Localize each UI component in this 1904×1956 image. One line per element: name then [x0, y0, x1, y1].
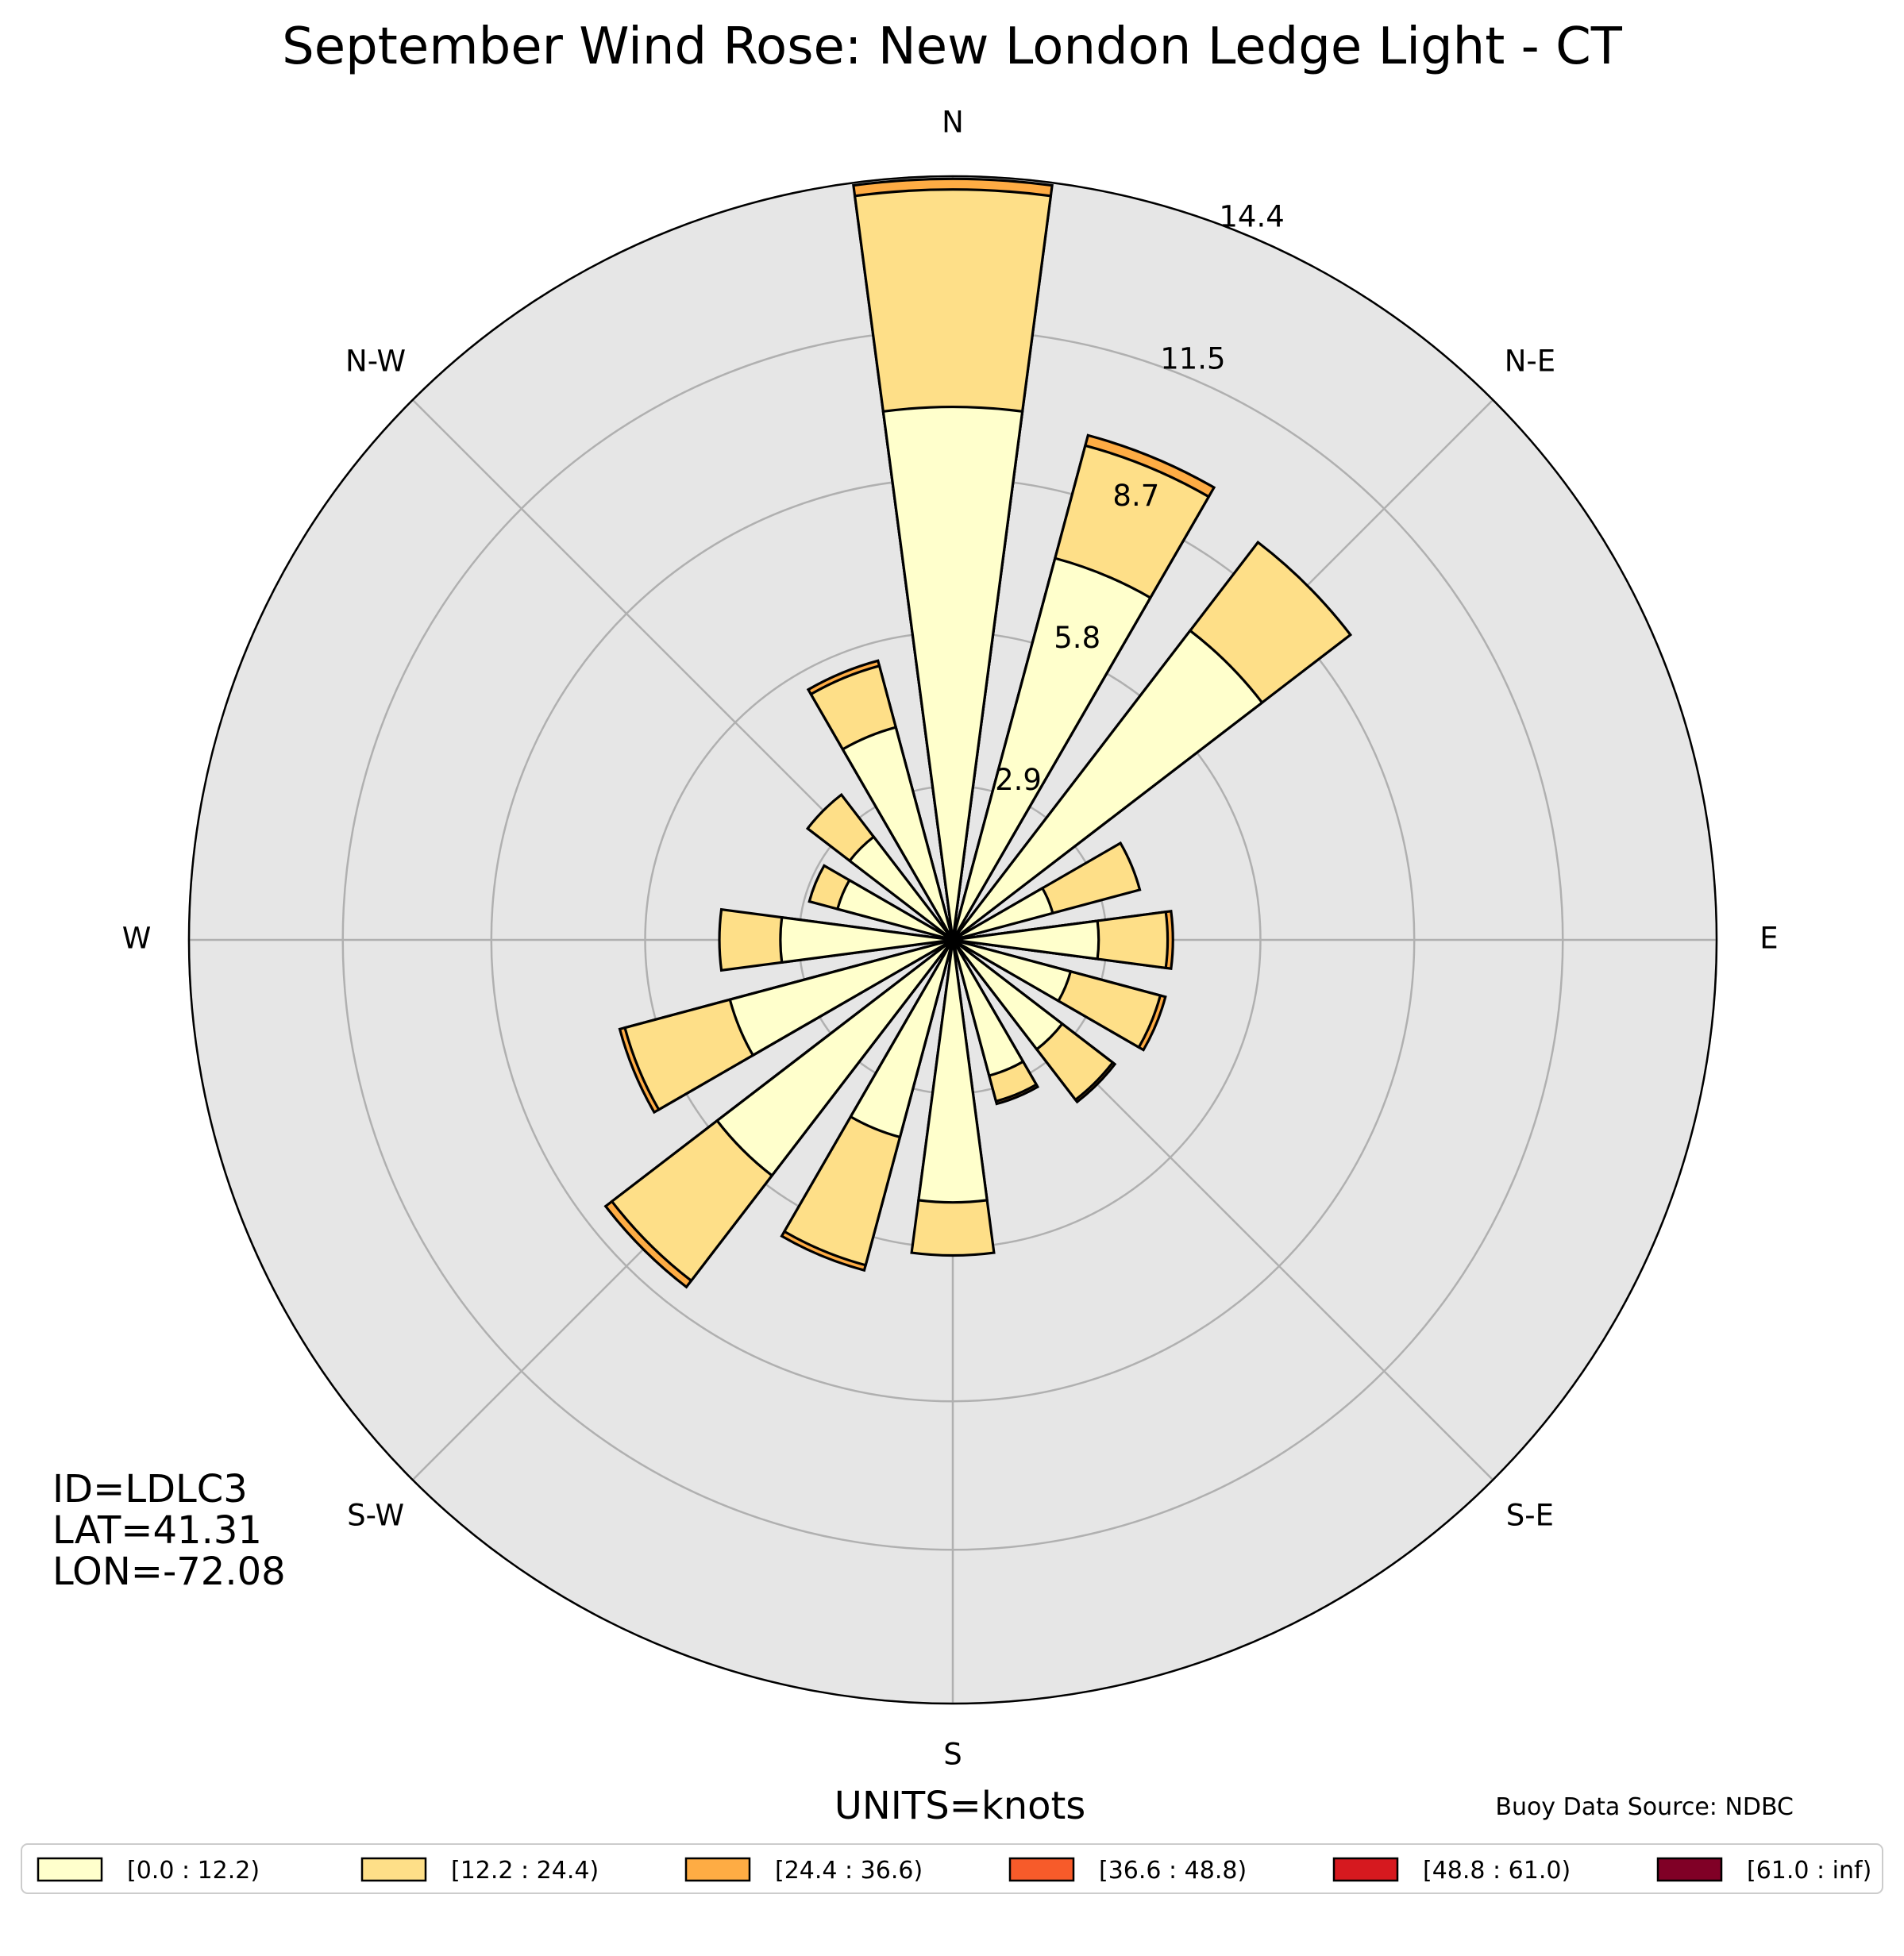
ring-label-2: 8.7	[1112, 479, 1159, 513]
station-lon: LON=-72.08	[52, 1550, 286, 1594]
ring-labels: 2.9 5.8 8.7 11.5 14.4	[995, 199, 1285, 797]
bar-dir-225-bin-0	[715, 938, 954, 1178]
legend-label-1: [12.2 : 24.4)	[451, 1857, 599, 1885]
ring-label-3: 11.5	[1160, 341, 1225, 375]
ring-label-4: 14.4	[1219, 199, 1284, 233]
bar-dir-112.5-bin-0	[952, 938, 1073, 1003]
legend-label-5: [61.0 : inf)	[1747, 1857, 1871, 1885]
bar-dir-135-bin-0	[951, 938, 1065, 1052]
legend-label-4: [48.8 : 61.0)	[1423, 1857, 1571, 1885]
legend: [0.0 : 12.2) [12.2 : 24.4) [24.4 : 36.6) [3…	[37, 1857, 1871, 1885]
legend-swatch-3	[1008, 1857, 1075, 1882]
station-id: ID=LDLC3	[52, 1467, 248, 1511]
direction-label-s: S	[943, 1738, 962, 1772]
bar-dir-90-bin-0	[952, 919, 1100, 961]
bar-dir-315-bin-0	[847, 834, 954, 941]
chart-title: September Wind Rose: New London Ledge Li…	[282, 17, 1623, 76]
direction-labels: N N-E E S-E S S-W W N-W	[122, 106, 1779, 1772]
direction-label-e: E	[1759, 922, 1778, 956]
legend-swatch-2	[684, 1857, 751, 1882]
bar-dir-157.5-bin-0	[951, 939, 1025, 1077]
direction-label-w: W	[122, 922, 152, 956]
wind-rose-bars	[603, 177, 1353, 1289]
legend-swatch-4	[1332, 1857, 1399, 1882]
bar-dir-247.5-bin-0	[728, 938, 954, 1057]
ring-label-1: 5.8	[1054, 621, 1100, 655]
legend-swatch-5	[1656, 1857, 1723, 1882]
direction-label-n: N	[942, 106, 964, 140]
bar-dir-22.5-bin-0	[951, 556, 1153, 941]
bar-dir-337.5-bin-0	[841, 726, 954, 941]
direction-label-s-w: S-W	[347, 1498, 404, 1532]
bar-dir-45-bin-0	[951, 629, 1264, 941]
direction-label-n-w: N-W	[345, 345, 406, 379]
station-lat: LAT=41.31	[52, 1508, 262, 1553]
legend-label-3: [36.6 : 48.8)	[1099, 1857, 1247, 1885]
polar-outline	[187, 175, 1718, 1705]
legend-swatch-1	[360, 1857, 427, 1882]
units-label: UNITS=knots	[834, 1784, 1086, 1828]
bar-dir-202.5-bin-0	[849, 939, 954, 1139]
direction-label-s-e: S-E	[1506, 1498, 1554, 1532]
bar-dir-180-bin-0	[917, 939, 989, 1204]
legend-frame	[21, 1843, 1883, 1894]
data-source-label: Buoy Data Source: NDBC	[1495, 1793, 1794, 1821]
legend-swatch-0	[37, 1857, 103, 1882]
bar-dir-0-bin-0	[881, 406, 1024, 941]
bar-dir-67.5-bin-0	[952, 886, 1054, 941]
bar-dir-292.5-bin-0	[835, 878, 954, 941]
legend-label-2: [24.4 : 36.6)	[775, 1857, 923, 1885]
bar-dir-270-bin-0	[779, 915, 954, 965]
direction-label-n-e: N-E	[1505, 345, 1555, 379]
ring-label-0: 2.9	[995, 763, 1042, 797]
legend-label-0: [0.0 : 12.2)	[127, 1857, 260, 1885]
